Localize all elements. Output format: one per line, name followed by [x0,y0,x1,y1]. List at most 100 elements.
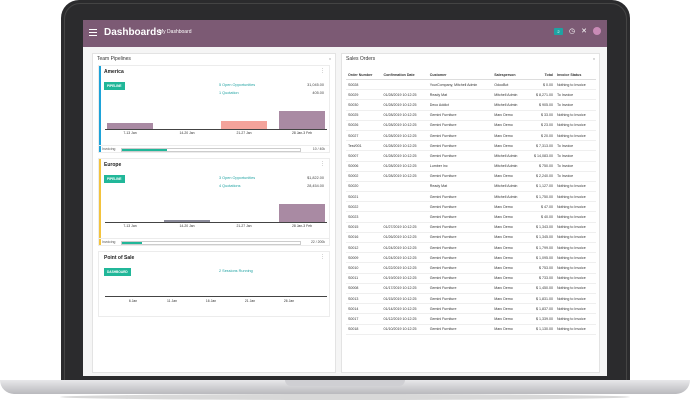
kebab-icon[interactable]: ⋮ [320,254,325,260]
invoicing-row: Invoicing 22 / 200k [99,238,329,247]
app-title[interactable]: Dashboards [104,27,162,38]
close-icon[interactable]: x [593,56,595,61]
kebab-icon[interactable]: ⋮ [320,161,325,167]
table-row[interactable]: S0028 YourCompany, Mitchell Admin OdooBot $… [346,79,596,91]
chat-icon[interactable]: 2 [554,27,564,35]
team-card-pos[interactable]: Point of Sale ⋮ DASHBOARD 2 Sessions Run… [98,251,330,317]
sales-orders-panel: Sales Orders x Order Number Confirmation… [341,53,600,373]
table-cell: Marc Demo [492,293,527,305]
table-row[interactable]: S0016 01/26/2019 10:12:25 Gemini Furniture… [346,232,596,244]
column-header[interactable]: Customer [427,70,493,80]
card-accent [99,66,101,152]
graph-bar[interactable] [221,121,267,129]
table-cell: Marc Demo [492,313,527,325]
table-cell: Mitchell Admin [492,181,527,193]
invoicing-progress[interactable] [121,148,301,152]
table-cell: S0017 [346,313,382,325]
open-opportunities-link[interactable]: 5 Open Opportunities [219,83,256,87]
table-row[interactable]: S0026 01/28/2019 10:12:25 Gemini Furniture… [346,120,596,131]
column-header[interactable]: Total [526,70,555,80]
invoicing-progress[interactable] [121,241,301,245]
table-cell: $ 47.00 [526,201,555,213]
table-row[interactable]: S0010 01/22/2019 10:12:25 Gemini Furniture… [346,262,596,274]
column-header[interactable]: Order Number [346,70,382,80]
table-row[interactable]: Test/001 01/28/2019 10:12:25 Gemini Furnit… [346,140,596,152]
pipeline-button[interactable]: PIPELINE [104,82,125,90]
column-header[interactable]: Confirmation Date [381,70,428,80]
sales-orders-table: Order Number Confirmation Date Customer … [346,70,596,335]
table-cell: S0020 [346,181,382,193]
table-row[interactable]: S0011 01/19/2019 10:12:25 Gemini Furniture… [346,273,596,284]
table-row[interactable]: S0022 Gemini Furniture Marc Demo $ 47.00 Not… [346,201,596,213]
graph-bar[interactable] [279,204,325,222]
invoicing-label: Invoicing [102,240,116,244]
screen: Dashboards My Dashboard 2 ◷ ✕ Team Pipel… [83,20,607,376]
table-cell: S0012 [346,242,382,254]
table-cell: S0011 [346,273,382,284]
tick-label: 14-20 Jan [179,224,195,228]
table-row[interactable]: S0002 01/28/2019 10:12:25 Gemini Furniture… [346,171,596,182]
avatar[interactable] [593,27,601,35]
table-cell: Mitchell Admin [492,161,527,172]
graph-bar[interactable] [279,111,325,129]
quotations-link[interactable]: 4 Quotations [219,184,241,188]
table-row[interactable]: S0012 01/24/2019 10:12:25 Gemini Furniture… [346,242,596,254]
table-row[interactable]: S0023 Gemini Furniture Marc Demo $ 40.00 Not… [346,211,596,223]
table-cell: Mitchell Admin [492,89,527,101]
table-row[interactable]: S0027 01/28/2019 10:12:25 Gemini Furniture… [346,130,596,142]
table-cell: Marc Demo [492,211,527,223]
kebab-icon[interactable]: ⋮ [320,68,325,74]
table-cell: $ 1,831.00 [526,293,555,305]
table-cell: $ 753.00 [526,262,555,274]
table-row[interactable]: S0008 01/17/2019 10:12:25 Gemini Furniture… [346,283,596,294]
graph-bar[interactable] [107,123,153,129]
sessions-running-link[interactable]: 2 Sessions Running [219,269,253,273]
table-cell: Marc Demo [492,110,527,121]
team-card-europe[interactable]: Europe ⋮ PIPELINE 3 Open Opportunities $… [98,158,330,246]
table-cell: S0026 [346,120,382,131]
invoicing-label: Invoicing [102,147,116,151]
pipeline-button[interactable]: PIPELINE [104,175,125,183]
table-cell: 01/28/2019 10:12:25 [381,150,428,162]
table-row[interactable]: S0009 01/24/2019 10:12:25 Gemini Furniture… [346,252,596,264]
table-row[interactable]: S0013 01/15/2019 10:12:25 Gemini Furniture… [346,293,596,305]
column-header[interactable]: Invoice Status [554,70,596,80]
table-row[interactable]: S0017 01/12/2019 10:12:25 Gemini Furniture… [346,313,596,325]
tick-label: 6 Jan [128,299,138,303]
table-row[interactable]: S0025 01/28/2019 10:12:25 Gemini Furniture… [346,110,596,121]
table-cell: 01/28/2019 10:12:25 [381,110,428,121]
table-cell: Nothing to Invoice [554,222,596,233]
table-row[interactable]: S0014 01/14/2019 10:12:25 Gemini Furniture… [346,303,596,315]
table-row[interactable]: S0018 01/10/2019 10:12:25 Gemini Furniture… [346,324,596,335]
table-cell: To Invoice [554,161,596,172]
close-icon[interactable]: ✕ [581,28,587,35]
table-cell: Ready Mat [427,89,493,101]
table-cell: 01/15/2019 10:12:25 [381,293,428,305]
app-menu-icon[interactable] [89,29,97,36]
graph-bar[interactable] [164,220,210,222]
table-cell: 01/28/2019 10:12:25 [381,130,428,142]
table-cell: $ 23.00 [526,120,555,131]
nav-my-dashboard[interactable]: My Dashboard [159,29,192,35]
quotations-link[interactable]: 1 Quotation [219,91,239,95]
table-row[interactable]: S0020 Ready Mat Mitchell Admin $ 1,127.00 No… [346,181,596,193]
table-row[interactable]: S0015 01/27/2019 10:12:25 Gemini Furniture… [346,222,596,233]
table-cell: Gemini Furniture [427,191,493,203]
table-row[interactable]: S0007 01/28/2019 10:12:25 Gemini Furniture… [346,150,596,162]
tick-label: 21-27 Jan [236,131,252,135]
column-header[interactable]: Salesperson [492,70,527,80]
close-icon[interactable]: x [329,56,331,61]
x-axis [105,296,327,297]
table-cell: Nothing to Invoice [554,293,596,305]
progress-fill [122,242,142,244]
table-row[interactable]: S0030 01/28/2019 10:12:25 Deco Addict Mitch… [346,99,596,111]
team-card-america[interactable]: America ⋮ PIPELINE 5 Open Opportunities … [98,65,330,153]
open-opportunities-link[interactable]: 3 Open Opportunities [219,176,256,180]
table-row[interactable]: S0006 01/28/2019 10:12:25 Lumber Inc Mitche… [346,161,596,172]
table-row[interactable]: S0029 01/28/2019 10:12:25 Ready Mat Mitchel… [346,89,596,101]
dashboard-button[interactable]: DASHBOARD [104,268,131,276]
table-cell: Marc Demo [492,242,527,254]
table-row[interactable]: S0021 Gemini Furniture Mitchell Admin $ 1,7… [346,191,596,203]
table-cell [381,201,428,213]
clock-icon[interactable]: ◷ [569,28,576,35]
